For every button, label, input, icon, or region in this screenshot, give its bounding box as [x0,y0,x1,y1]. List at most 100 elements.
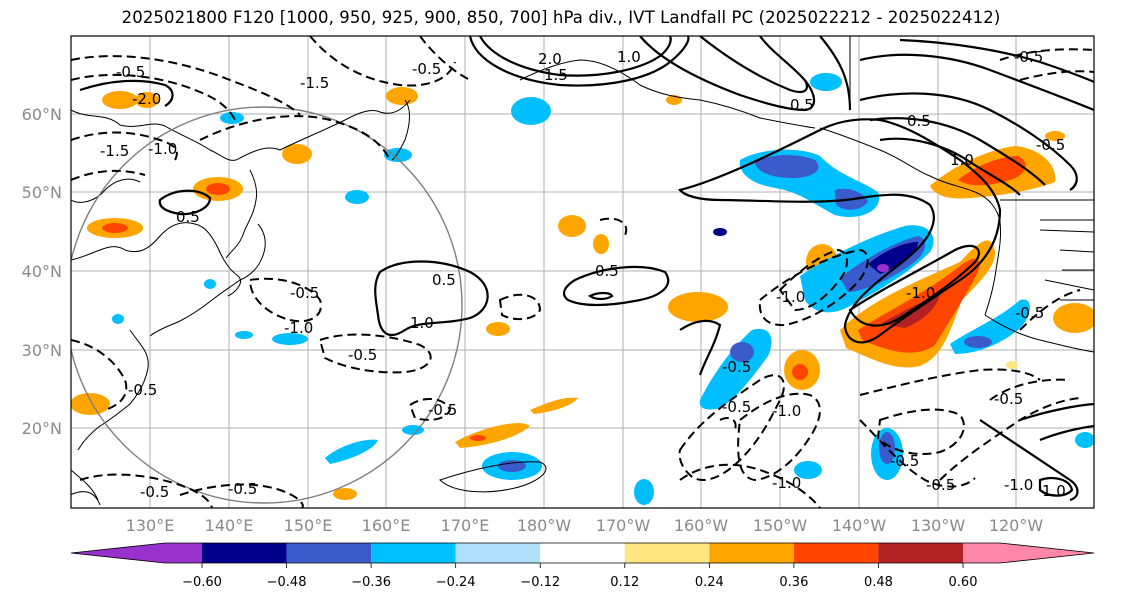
longitude-label: 160°W [674,516,729,535]
chart-title: 2025021800 F120 [1000, 950, 925, 900, 85… [121,8,1001,27]
latitude-label: 30°N [22,341,62,360]
colorbar: −0.60 −0.48 −0.36 −0.24 −0.12 0.12 0.24 0.36 0.4… [70,542,1095,590]
shade-blob [455,423,530,448]
shade-blob [668,292,728,322]
shade-blob [102,91,138,109]
colorbar-segment [71,543,202,563]
shade-blob [135,92,159,108]
contour-label: -0.5 [926,476,955,494]
colorbar-segment [624,543,710,563]
contour-label: 1.5 [544,66,568,84]
contour-label: 1.0 [617,48,641,66]
shade-blob [730,342,754,362]
negative-contours [71,36,1094,508]
shade-blob [386,87,418,105]
shade-blob [498,460,526,472]
longitude-labels: 130°E 140°E 150°E 160°E 170°E 180°W 170°W 160°W… [126,516,1044,535]
map-frame [70,35,1095,509]
contour-label: -1.0 [772,474,801,492]
latitude-labels: 60°N 50°N 40°N 30°N 20°N [22,105,62,438]
gridlines [71,36,1094,508]
contour-label: -0.5 [116,63,145,81]
contour-label: -1.0 [776,288,805,306]
colorbar-tick-label: −0.48 [267,575,307,590]
shade-blob [511,97,551,125]
colorbar-segment [455,543,541,563]
colorbar-segment [286,543,372,563]
contour-labels: 0.5 1.0 0.5 0.5 2.0 1.5 1.0 0.5 1.0 0.5 … [100,48,1066,501]
latitude-label: 20°N [22,419,62,438]
contour-label: -1.0 [284,319,313,337]
latitude-label: 60°N [22,105,62,124]
contour-label: -0.5 [348,346,377,364]
contour-label: -1.5 [300,74,329,92]
longitude-label: 140°W [832,516,887,535]
shade-blob [879,432,895,464]
shade-blob [486,322,510,336]
shade-blob [402,425,424,435]
shade-blob [958,156,1026,186]
longitude-label: 150°W [753,516,808,535]
colorbar-segment [963,543,1094,563]
longitude-label: 180°W [517,516,572,535]
contour-label: -0.5 [994,390,1023,408]
coastlines [71,36,1094,501]
colorbar-segment [202,543,287,563]
shade-blob [792,364,808,380]
shade-blob [810,73,842,91]
colorbar-tick-label: 0.12 [610,575,639,590]
colorbar-tick-label: 0.36 [779,575,808,590]
longitude-label: 120°W [989,516,1044,535]
longitude-label: 170°W [596,516,651,535]
contour-label: -1.0 [772,402,801,420]
shade-blob [634,479,654,505]
shade-blob [384,148,412,162]
region-circle [71,106,463,504]
contour-label: -0.5 [1015,304,1044,322]
contour-label: -0.5 [1014,48,1043,66]
colorbar-outline [70,542,1095,564]
shade-blob [1075,432,1094,448]
colorbar-tick-label: −0.12 [520,575,560,590]
shade-blob [345,190,369,204]
shade-blob [325,439,378,464]
latitude-label: 50°N [22,183,62,202]
colorbar-segment [709,543,794,563]
colorbar-segment [371,543,456,563]
colorbar-segment [540,543,625,563]
contour-label: 1.0 [410,314,434,332]
shade-blob [593,234,609,254]
shade-blob [272,333,308,345]
shade-blob [558,215,586,237]
shade-blob [699,328,772,410]
contour-label: -0.5 [890,452,919,470]
contour-label: -0.5 [722,398,751,416]
colorbar-tick-label: −0.60 [182,575,222,590]
colorbar-segment [793,543,879,563]
shade-blob [794,461,822,479]
contour-label: 1.0 [1042,482,1066,500]
map-content: 0.5 1.0 0.5 0.5 2.0 1.5 1.0 0.5 1.0 0.5 … [71,36,1094,508]
colorbar-tick-label: −0.36 [351,575,391,590]
shade-blob [877,264,889,272]
contour-label: 2.0 [538,50,562,68]
colorbar-tick-label: 0.24 [695,575,724,590]
shade-blob [470,435,486,441]
contour-label: 0.5 [595,262,619,280]
positive-contours [79,36,1094,502]
shade-blob [1045,131,1065,141]
thin-contours [71,461,547,506]
colorbar-segment [878,543,963,563]
colorbar-tick-label: 0.60 [949,575,978,590]
shade-blob [71,393,110,415]
contour-label: -1.0 [906,284,935,302]
contour-label: -0.5 [290,284,319,302]
shade-blob [220,112,244,124]
contour-label: -1.5 [100,142,129,160]
shade-blob [235,331,253,339]
shade-blob [1006,361,1018,369]
longitude-label: 170°E [441,516,490,535]
contour-label: -1.0 [148,140,177,158]
shade-blob [282,144,312,164]
